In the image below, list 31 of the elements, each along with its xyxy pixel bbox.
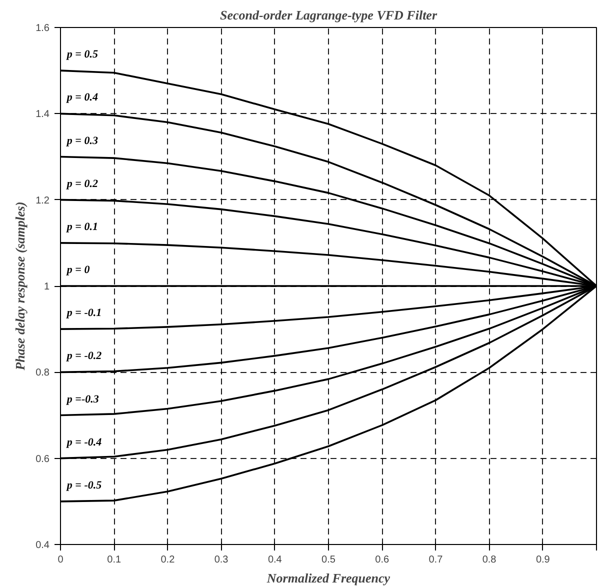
series-label: p =-0.3: [66, 393, 100, 406]
x-tick-label: 0.3: [214, 554, 229, 566]
x-tick-label: 0.6: [375, 554, 390, 566]
x-tick-label: 0.9: [536, 554, 550, 566]
series-label: p = -0.4: [66, 436, 102, 448]
x-axis-title: Normalized Frequency: [266, 570, 390, 586]
series-label: p = 0.1: [66, 220, 98, 233]
x-tick-label: 0.1: [107, 554, 122, 566]
y-tick-label: 0.4: [36, 540, 50, 551]
series-label: p = -0.2: [66, 350, 102, 362]
x-tick-label: 0.2: [160, 554, 176, 566]
x-tick-label: 0: [58, 554, 64, 566]
x-tick-label: 0.4: [268, 554, 282, 566]
y-tick-label: 1.2: [36, 195, 50, 206]
series-label: p = 0.2: [66, 178, 98, 190]
x-tick-label: 0.5: [322, 554, 336, 566]
series-label: p = 0: [66, 264, 90, 276]
series-label: p = -0.1: [66, 307, 102, 320]
y-tick-label: 1: [44, 282, 50, 292]
y-tick-label: 1.4: [36, 109, 50, 120]
series-label: p = -0.5: [66, 479, 102, 492]
y-axis-title: Phase delay response (samples): [12, 202, 28, 370]
series-label: p = 0.5: [66, 48, 98, 61]
y-tick-label: 0.8: [36, 368, 50, 379]
x-tick-label: 0.7: [428, 554, 444, 566]
chart-title: Second-order Lagrange-type VFD Filter: [220, 8, 438, 22]
series-label: p = 0.4: [66, 92, 98, 104]
series-label: p = 0.3: [66, 134, 98, 147]
x-tick-label: 0.8: [482, 554, 497, 566]
y-tick-label: 1.6: [36, 23, 50, 34]
y-tick-label: 0.6: [36, 454, 50, 465]
